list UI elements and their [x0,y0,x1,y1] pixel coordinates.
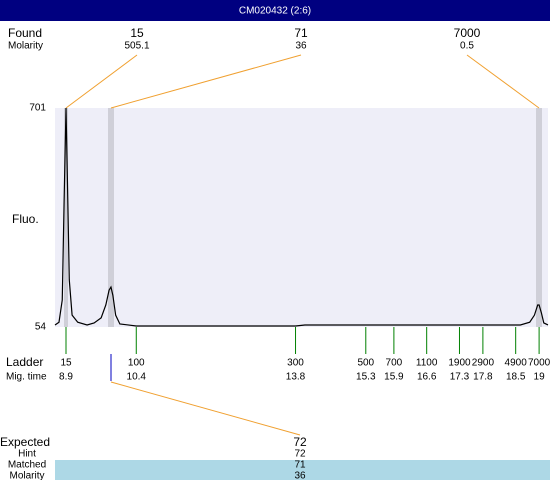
ladder-time: 19 [534,372,546,383]
ladder-time: 16.6 [417,372,437,383]
mig-time-label: Mig. time [6,372,47,383]
found-size: 71 [294,26,308,40]
ladder-size: 300 [287,358,304,369]
peak-band [108,108,114,327]
found-size: 15 [130,26,144,40]
found-label: Found [8,26,42,40]
ladder-size: 15 [60,358,72,369]
ladder-time: 15.9 [384,372,404,383]
ladder-time: 18.5 [506,372,526,383]
peak-link [110,54,302,109]
hint-value: 72 [294,449,306,460]
ladder-time: 15.3 [356,372,376,383]
expected-label: Expected [0,435,50,449]
hint-label: Hint [18,449,36,460]
ladder-size: 700 [386,358,403,369]
peak-link [466,54,540,109]
y-tick-label: 701 [29,103,46,114]
found-molarity: 0.5 [460,41,474,52]
molarity-value: 36 [294,471,306,480]
ladder-time: 17.3 [450,372,470,383]
found-molarity: 36 [295,41,307,52]
ladder-size: 100 [128,358,145,369]
y-label: Fluo. [12,212,39,226]
ladder-time: 8.9 [59,372,73,383]
ladder-size: 1100 [416,358,438,369]
ladder-size: 4900 [505,358,528,369]
peak-band [64,108,68,327]
molarity-label: Molarity [9,471,44,480]
y-tick-label: 54 [35,322,47,333]
ladder-size: 500 [357,358,374,369]
ladder-time: 10.4 [127,372,147,383]
ladder-size: 1900 [448,358,471,369]
title: CM020432 (2:6) [239,6,311,17]
ladder-label: Ladder [6,355,43,369]
ladder-time: 17.8 [473,372,493,383]
trace [54,107,549,327]
expected-link [110,381,301,436]
plot-area [55,108,548,327]
peak-band [536,108,542,327]
molarity-label: Molarity [8,41,43,52]
ladder-size: 7000 [528,358,550,369]
ladder-size: 2900 [472,358,495,369]
found-molarity: 505.1 [124,41,149,52]
title-bar [0,0,550,21]
ladder-time: 13.8 [286,372,306,383]
found-size: 7000 [454,26,481,40]
matched-band [55,460,550,480]
expected-value: 72 [293,435,307,449]
peak-link [65,54,138,109]
matched-value: 71 [294,460,306,471]
matched-label: Matched [8,460,46,471]
